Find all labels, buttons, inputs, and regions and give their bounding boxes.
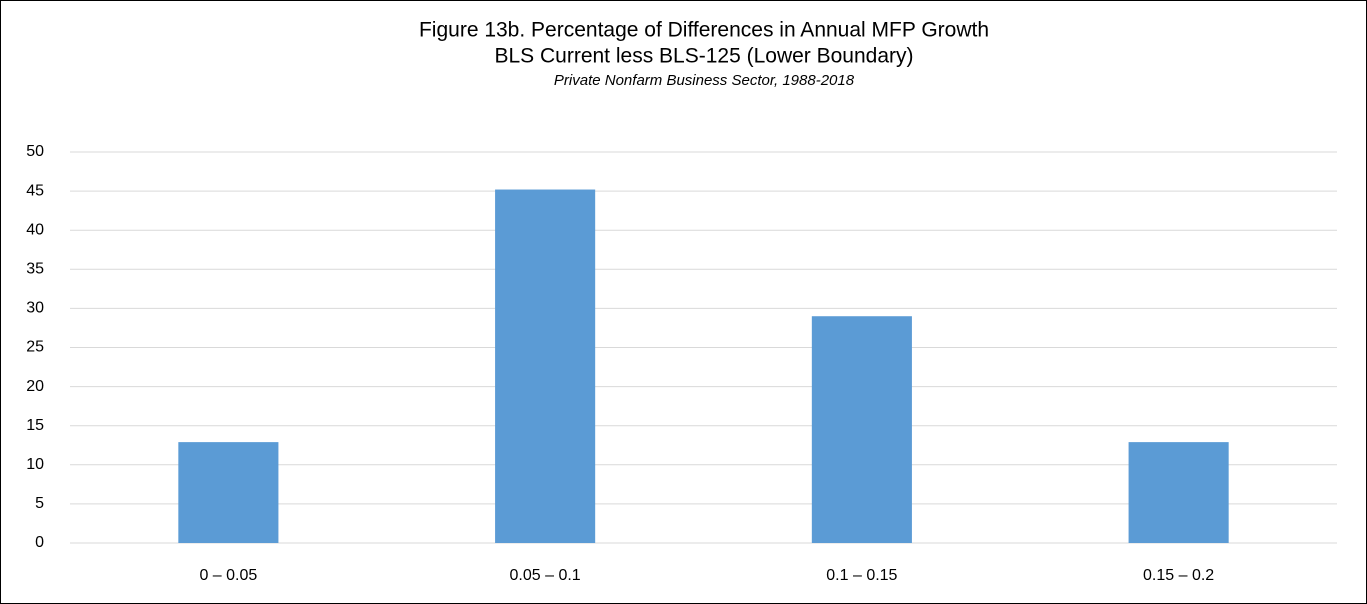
chart-note: Private Nonfarm Business Sector, 1988-20… <box>554 72 855 89</box>
chart-subtitle: BLS Current less BLS-125 (Lower Boundary… <box>494 45 913 68</box>
y-tick-label: 10 <box>26 456 44 473</box>
y-tick-label: 35 <box>26 261 44 278</box>
y-tick-label: 40 <box>26 221 44 238</box>
y-tick-label: 5 <box>35 495 44 512</box>
bar <box>495 189 596 543</box>
x-tick-label: 0.15 – 0.2 <box>1143 567 1214 584</box>
y-tick-label: 0 <box>35 534 44 551</box>
y-tick-label: 50 <box>26 143 44 160</box>
y-tick-label: 25 <box>26 339 44 356</box>
x-tick-label: 0.05 – 0.1 <box>510 567 581 584</box>
bar <box>178 442 279 543</box>
bar <box>1128 442 1229 543</box>
y-tick-label: 15 <box>26 417 44 434</box>
bar <box>811 316 912 543</box>
x-tick-label: 0.1 – 0.15 <box>826 567 897 584</box>
chart-title: Figure 13b. Percentage of Differences in… <box>419 19 989 42</box>
y-tick-label: 45 <box>26 182 44 199</box>
y-tick-label: 20 <box>26 378 44 395</box>
y-tick-label: 30 <box>26 300 44 317</box>
x-tick-label: 0 – 0.05 <box>199 567 257 584</box>
